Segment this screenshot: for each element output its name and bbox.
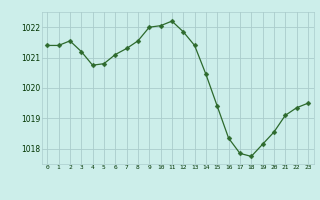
Text: Graphe pression niveau de la mer (hPa): Graphe pression niveau de la mer (hPa) <box>60 182 260 192</box>
